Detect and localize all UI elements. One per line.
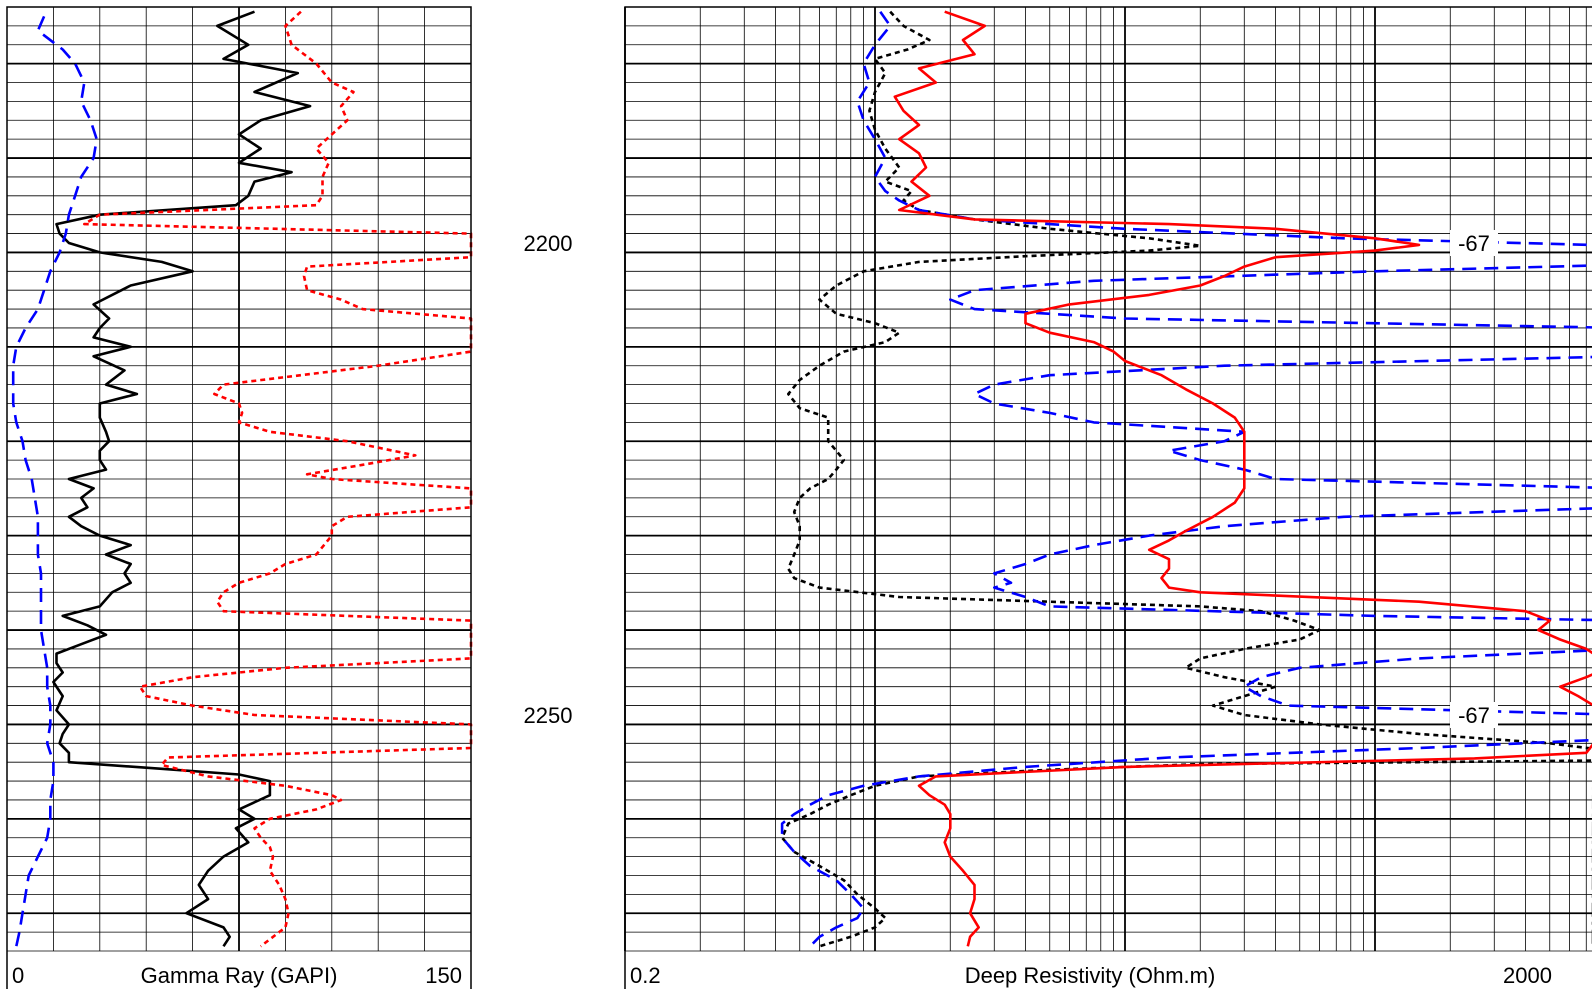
resistivity-curves [780,10,1592,948]
resistivity-axis-label: Deep Resistivity (Ohm.m) [965,963,1216,988]
resistivity-scale-min: 0.2 [630,963,661,988]
resistivity-curve-3 [893,10,1592,947]
flag-box-2250 [1450,702,1498,728]
resistivity-curve-2 [780,10,1592,948]
flag-label-2200: -67 [1458,231,1490,256]
gamma-ray-axis-label: Gamma Ray (GAPI) [141,963,338,988]
gamma-ray-grid [6,6,472,952]
resistivity-grid [624,6,1592,952]
gamma-ray-curve-1 [52,10,312,948]
gamma-ray-curve-2 [11,15,98,947]
resistivity-track: -67 -67 0.2 Deep Resistivity (Ohm.m) 200… [624,6,1592,989]
resistivity-flags: -67 -67 [1450,230,1498,728]
depth-track: 2200 2250 [524,231,573,728]
gamma-ray-track: 0 Gamma Ray (GAPI) 150 [6,6,473,989]
gamma-ray-scale-min: 0 [12,963,24,988]
gamma-ray-scale-max: 150 [425,963,462,988]
flag-label-2250: -67 [1458,703,1490,728]
gamma-ray-track-frame [6,6,472,989]
depth-label-2250: 2250 [524,703,573,728]
resistivity-scale-max: 2000 [1503,963,1552,988]
flag-box-2200 [1450,230,1498,256]
depth-label-2200: 2200 [524,231,573,256]
resistivity-track-frame [624,6,1592,989]
